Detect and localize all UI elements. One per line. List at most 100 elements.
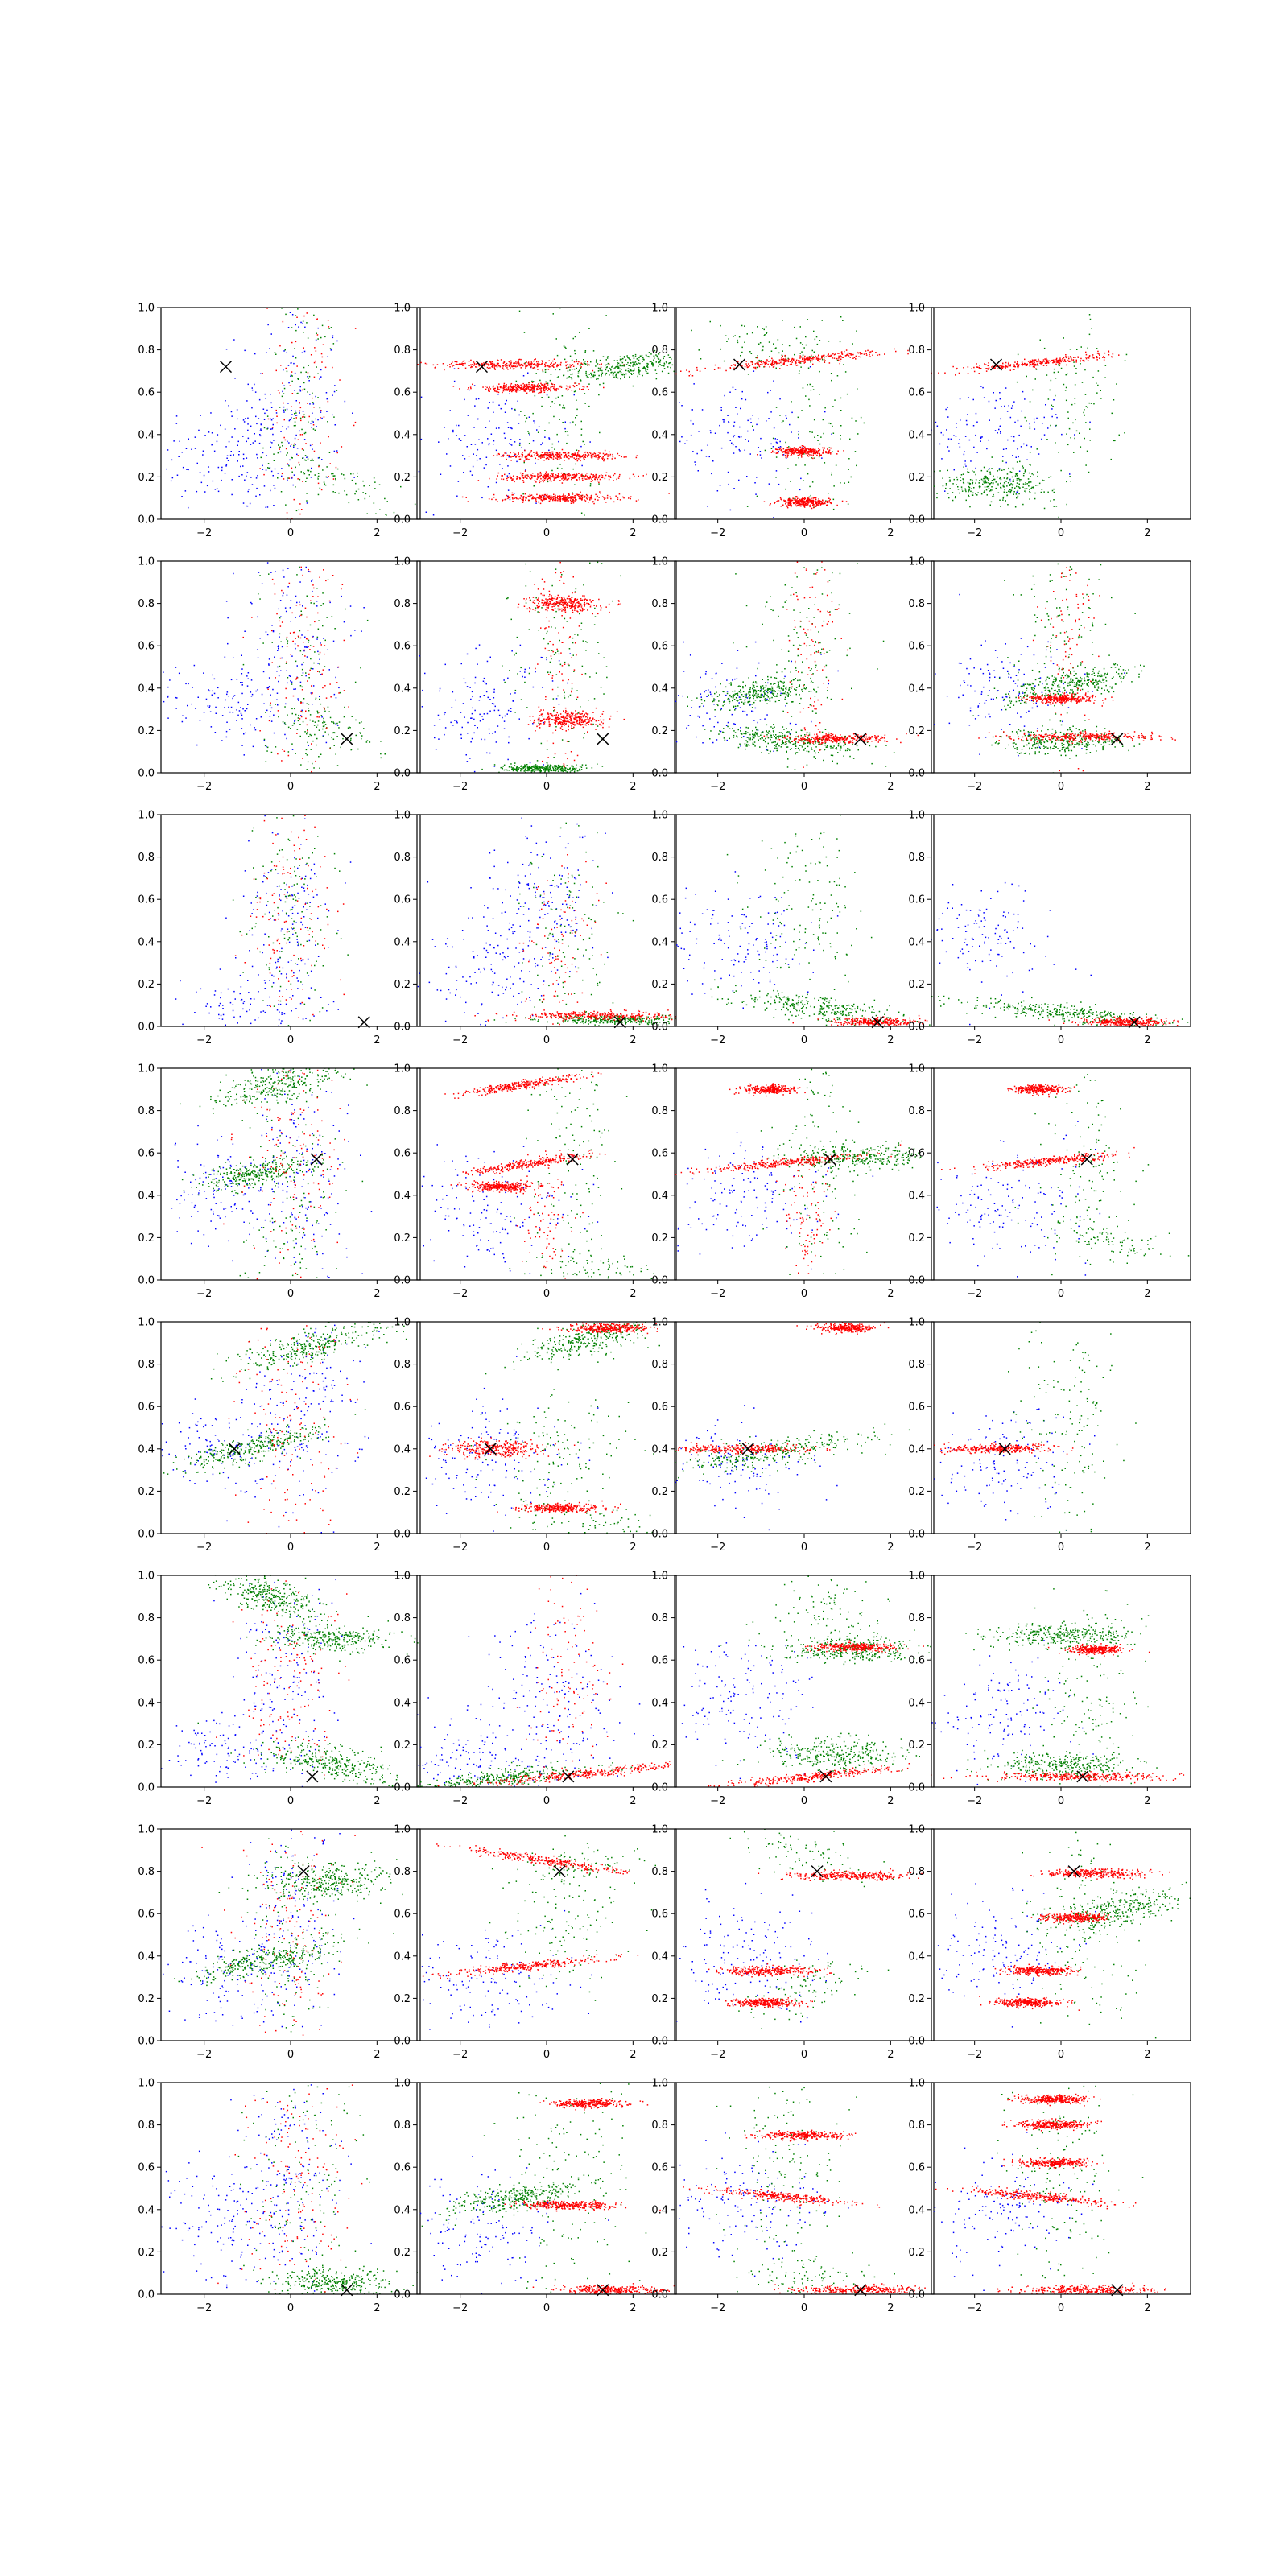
red-point	[513, 494, 514, 496]
blue-point	[558, 440, 559, 443]
red-point	[840, 358, 842, 360]
green-point	[630, 365, 631, 367]
red-point	[471, 366, 473, 368]
red-point	[592, 476, 595, 477]
red-point	[547, 387, 549, 389]
red-point	[759, 364, 762, 365]
red-point	[545, 497, 547, 499]
green-point	[1022, 483, 1025, 485]
red-point	[554, 476, 556, 477]
red-point	[562, 499, 564, 501]
green-point	[590, 361, 592, 363]
red-point	[852, 357, 854, 359]
blue-point	[1005, 387, 1007, 389]
green-point	[1050, 500, 1051, 502]
green-point	[632, 355, 634, 357]
red-point	[303, 347, 304, 349]
green-point	[1096, 382, 1097, 384]
red-point	[490, 363, 492, 365]
green-point	[684, 358, 686, 360]
red-point	[307, 372, 309, 374]
green-point	[985, 477, 987, 479]
green-point	[590, 372, 592, 374]
red-point	[506, 388, 508, 390]
red-point	[988, 362, 989, 364]
blue-point	[716, 490, 719, 492]
green-point	[575, 463, 576, 465]
red-point	[638, 475, 639, 477]
green-point	[1074, 398, 1076, 399]
red-point	[779, 448, 781, 449]
red-point	[547, 458, 550, 460]
red-point	[517, 365, 518, 368]
blue-point	[290, 445, 291, 447]
green-point	[856, 464, 857, 467]
red-point	[548, 495, 550, 497]
red-point	[1038, 360, 1040, 362]
blue-point	[747, 419, 749, 422]
red-point	[828, 355, 831, 357]
green-point	[839, 341, 841, 343]
red-point	[548, 500, 551, 502]
green-point	[659, 363, 661, 365]
red-point	[784, 454, 786, 456]
blue-point	[224, 428, 226, 430]
green-point	[811, 349, 813, 352]
red-point	[795, 365, 798, 366]
red-point	[353, 424, 355, 427]
red-point	[551, 365, 553, 367]
green-point	[1005, 491, 1008, 493]
blue-point	[1029, 423, 1030, 425]
red-point	[630, 497, 631, 500]
green-point	[588, 383, 590, 385]
red-point	[1046, 362, 1048, 364]
green-point	[670, 366, 671, 369]
green-point	[1029, 490, 1030, 493]
red-point	[579, 456, 580, 457]
red-point	[597, 480, 598, 482]
green-point	[646, 366, 649, 369]
red-point	[763, 362, 766, 364]
green-point	[1016, 473, 1018, 475]
red-point	[536, 363, 539, 365]
red-point	[1034, 359, 1037, 361]
red-point	[782, 358, 783, 361]
red-point	[559, 498, 562, 500]
green-point	[567, 370, 569, 372]
red-point	[545, 382, 547, 385]
red-point	[588, 452, 591, 453]
blue-point	[472, 465, 474, 468]
blue-point	[707, 444, 708, 446]
red-point	[294, 443, 295, 445]
red-point	[783, 500, 786, 502]
red-point	[512, 501, 514, 502]
green-point	[1050, 476, 1052, 477]
red-point	[1017, 366, 1019, 369]
blue-point	[272, 423, 274, 426]
green-point	[968, 471, 970, 473]
red-point	[635, 500, 638, 502]
green-point	[999, 477, 1001, 480]
green-point	[752, 425, 753, 427]
blue-point	[267, 324, 269, 326]
green-point	[959, 492, 960, 494]
red-point	[807, 454, 809, 456]
red-point	[781, 499, 782, 501]
red-point	[527, 362, 530, 364]
blue-point	[497, 394, 499, 395]
blue-point	[171, 477, 174, 479]
blue-point	[679, 402, 680, 403]
green-point	[302, 320, 304, 322]
red-point	[552, 498, 555, 500]
red-point	[538, 501, 539, 503]
red-point	[596, 475, 597, 477]
red-point	[517, 362, 518, 364]
red-point	[564, 495, 566, 497]
green-point	[625, 373, 627, 375]
blue-point	[225, 464, 228, 466]
green-point	[595, 365, 597, 367]
red-point	[550, 455, 552, 456]
red-point	[1009, 364, 1012, 365]
red-point	[550, 363, 551, 365]
red-point	[994, 367, 996, 369]
